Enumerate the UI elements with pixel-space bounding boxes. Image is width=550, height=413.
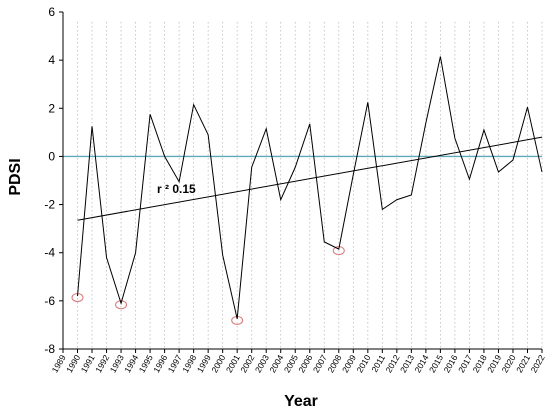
- axes: [62, 12, 542, 350]
- y-tick-label--8: -8: [44, 342, 55, 356]
- x-tick-label-1990: 1990: [64, 353, 82, 375]
- data-point-2018: [483, 129, 485, 131]
- data-point-2000: [222, 254, 224, 256]
- y-tick-label-6: 6: [48, 5, 55, 19]
- data-point-1998: [193, 104, 195, 106]
- x-tick-label-2018: 2018: [471, 353, 489, 375]
- data-point-1992: [106, 257, 108, 259]
- x-tick-label-1995: 1995: [137, 353, 155, 375]
- r-squared-annotation: r ² 0.15: [157, 182, 196, 196]
- x-tick-label-2002: 2002: [238, 353, 256, 375]
- data-point-2015: [439, 56, 441, 58]
- x-axis-title: Year: [284, 393, 318, 410]
- data-point-2003: [265, 128, 267, 130]
- x-tick-label-2017: 2017: [456, 353, 474, 375]
- x-tick-label-1999: 1999: [195, 353, 213, 375]
- series-line-pdsi: [77, 56, 543, 320]
- data-point-2011: [381, 208, 383, 210]
- x-tick-label-1989: 1989: [50, 353, 68, 375]
- data-point-2006: [309, 123, 311, 125]
- y-ticks: -8 -6 -4 -2 0 2 4 6: [44, 5, 63, 356]
- y-tick-label--4: -4: [44, 246, 55, 260]
- data-point-2007: [323, 241, 325, 243]
- y-axis-title: PDSI: [7, 158, 24, 195]
- x-tick-label-2006: 2006: [296, 353, 314, 375]
- data-point-2009: [352, 173, 354, 175]
- trend-line: [77, 136, 543, 221]
- data-point-2008: [338, 248, 340, 250]
- x-tick-label-2000: 2000: [209, 353, 227, 375]
- y-tick-label--2: -2: [44, 198, 55, 212]
- data-point-2005: [294, 166, 296, 168]
- x-tick-label-2021: 2021: [514, 353, 532, 375]
- x-tick-label-2019: 2019: [485, 353, 503, 375]
- y-tick-label-2: 2: [48, 101, 55, 115]
- x-tick-label-2001: 2001: [224, 353, 242, 375]
- x-tick-label-1991: 1991: [79, 353, 97, 375]
- data-point-2017: [468, 178, 470, 180]
- x-tick-label-2020: 2020: [500, 353, 518, 375]
- x-tick-label-2016: 2016: [442, 353, 460, 375]
- x-tick-label-2014: 2014: [412, 353, 430, 375]
- highlight-circle-1993: [115, 300, 128, 310]
- data-point-2021: [526, 106, 528, 108]
- x-tick-label-2008: 2008: [325, 353, 343, 375]
- data-point-1990: [77, 295, 79, 297]
- x-tick-label-2007: 2007: [311, 353, 329, 375]
- data-point-2014: [425, 122, 427, 124]
- x-tick-label-2009: 2009: [340, 353, 358, 375]
- data-point-1999: [207, 134, 209, 136]
- x-tick-label-2012: 2012: [383, 353, 401, 375]
- x-tick-label-2003: 2003: [253, 353, 271, 375]
- x-tick-label-2010: 2010: [354, 353, 372, 375]
- x-tick-label-2005: 2005: [282, 353, 300, 375]
- data-point-2012: [396, 199, 398, 201]
- data-point-2022: [541, 171, 543, 173]
- x-tick-label-1992: 1992: [93, 353, 111, 375]
- data-point-2002: [251, 166, 253, 168]
- data-point-2016: [454, 137, 456, 139]
- data-point-2019: [497, 171, 499, 173]
- x-tick-label-2015: 2015: [427, 353, 445, 375]
- x-tick-label-1997: 1997: [166, 353, 184, 375]
- data-point-1996: [164, 155, 166, 157]
- data-point-1995: [149, 113, 151, 115]
- data-point-1994: [135, 252, 137, 254]
- data-point-2004: [280, 199, 282, 201]
- x-tick-label-2004: 2004: [267, 353, 285, 375]
- data-point-2001: [236, 318, 238, 320]
- x-tick-label-1996: 1996: [151, 353, 169, 375]
- y-tick-label--6: -6: [44, 294, 55, 308]
- data-point-1991: [91, 125, 93, 127]
- x-ticks: 1989199019911992199319941995199619971998…: [50, 349, 547, 374]
- x-tick-label-1998: 1998: [180, 353, 198, 375]
- x-tick-label-2022: 2022: [529, 353, 547, 375]
- data-point-1997: [178, 181, 180, 183]
- x-tick-label-2013: 2013: [398, 353, 416, 375]
- y-tick-label-0: 0: [48, 149, 55, 163]
- x-tick-label-1994: 1994: [122, 353, 140, 375]
- vertical-grid: [77, 22, 543, 349]
- data-point-2013: [410, 194, 412, 196]
- data-point-2020: [512, 159, 514, 161]
- y-tick-label-4: 4: [48, 53, 55, 67]
- x-tick-label-1993: 1993: [108, 353, 126, 375]
- data-point-2010: [367, 101, 369, 103]
- data-point-1993: [120, 302, 122, 304]
